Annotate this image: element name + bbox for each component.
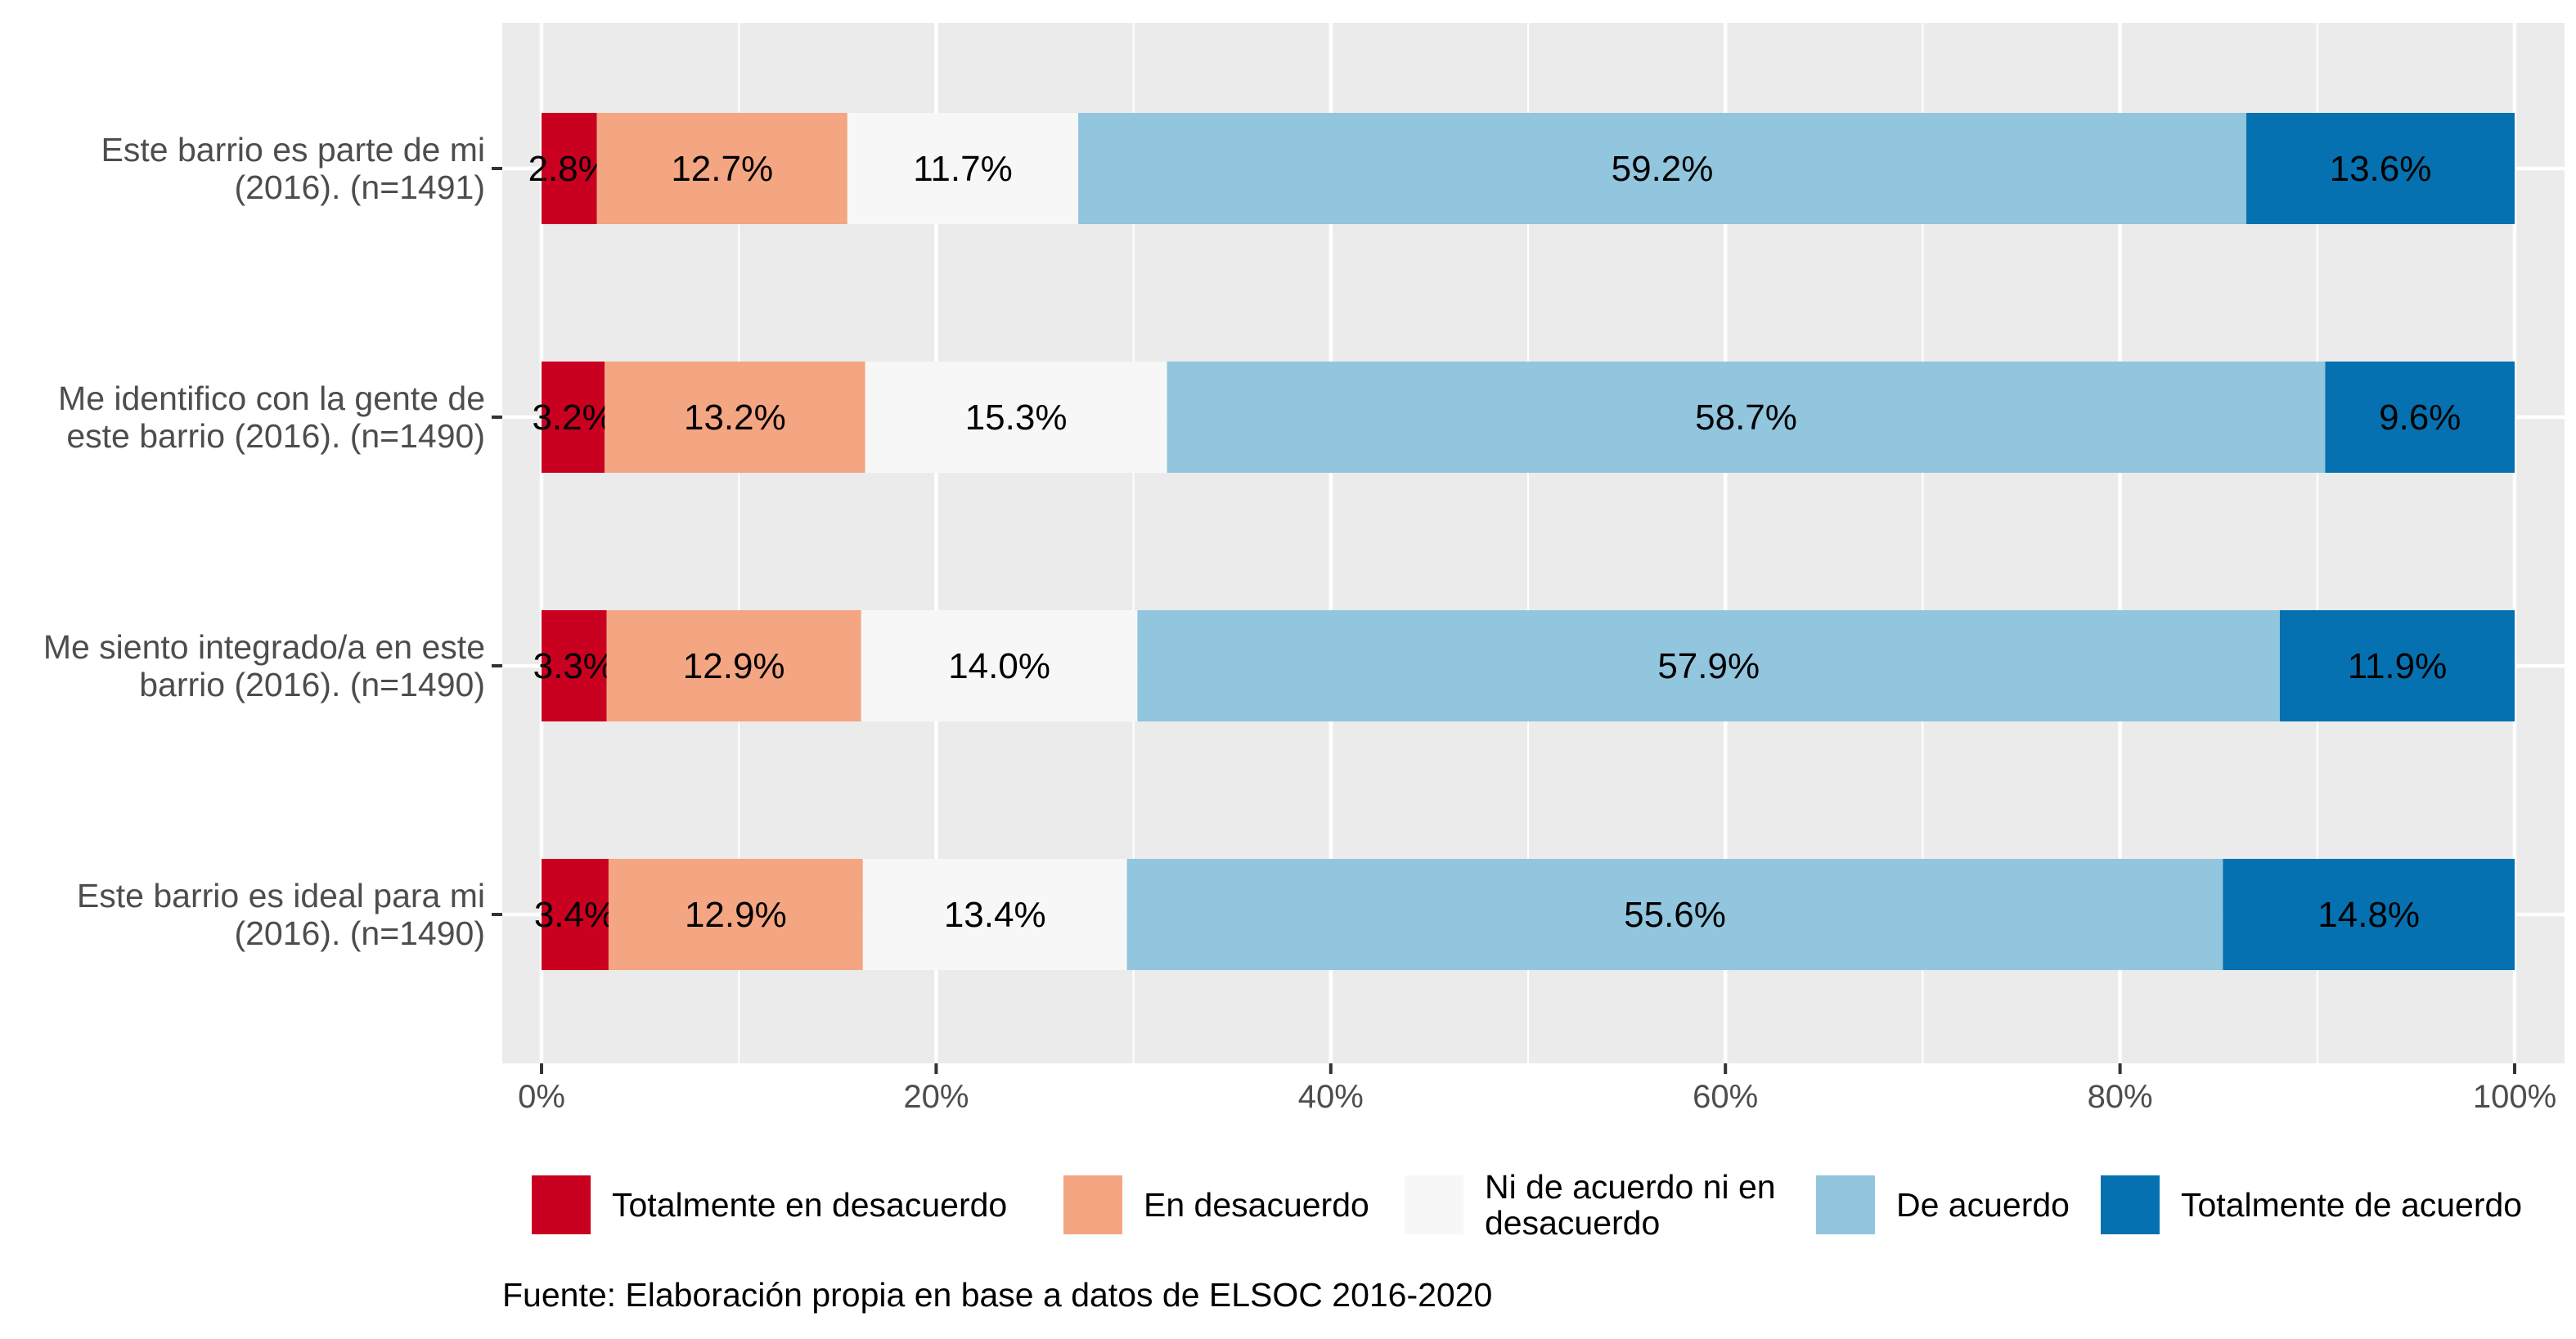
legend-item: Totalmente en desacuerdo: [532, 1175, 1007, 1234]
bar-segment: [542, 610, 607, 721]
bar-value-label: 59.2%: [1612, 149, 1714, 189]
x-tick-label: 60%: [1693, 1079, 1758, 1115]
legend-key: [1816, 1175, 1875, 1234]
bar-value-label: 3.4%: [534, 895, 616, 935]
legend-key: [1063, 1175, 1122, 1234]
bar-value-label: 58.7%: [1695, 398, 1797, 438]
bar-segment: [1137, 610, 2280, 721]
bar-value-label: 13.2%: [684, 398, 786, 438]
x-tick-label: 100%: [2473, 1079, 2556, 1115]
bar-value-label: 13.6%: [2330, 149, 2432, 189]
bar-value-label: 2.8%: [528, 149, 610, 189]
bar-value-label: 11.9%: [2348, 646, 2448, 686]
bar-segment: [862, 859, 1127, 970]
bar-segment: [542, 859, 609, 970]
bar-segment: [2223, 859, 2515, 970]
bar-value-label: 14.0%: [948, 646, 1050, 686]
bar-segment: [1126, 859, 2223, 970]
legend-item: De acuerdo: [1816, 1175, 2070, 1234]
y-axis-category-label: Me siento integrado/a en este barrio (201…: [43, 628, 485, 703]
bar-segment: [865, 362, 1167, 473]
legend: Totalmente en desacuerdo En desacuerdo Ni …: [532, 1168, 2522, 1242]
bar-row: 3.4% 12.9% 13.4% 55.6% 14.8%: [534, 859, 2515, 970]
bar-value-label: 14.8%: [2318, 895, 2420, 935]
bar-value-label: 12.7%: [671, 149, 773, 189]
legend-label: Totalmente de acuerdo: [2181, 1186, 2522, 1224]
legend-key: [2101, 1175, 2160, 1234]
bar-value-label: 11.7%: [913, 149, 1013, 189]
bar-segment: [1078, 113, 2246, 224]
legend-label: En desacuerdo: [1144, 1186, 1369, 1224]
y-axis-category-label: Me identifico con la gente de este barrio…: [58, 380, 485, 455]
x-tick-label: 0%: [518, 1079, 565, 1115]
legend-label: De acuerdo: [1896, 1186, 2070, 1224]
bar-segment: [542, 362, 605, 473]
bar-value-label: 3.2%: [532, 398, 614, 438]
x-tick-label: 20%: [903, 1079, 969, 1115]
bar-row: 3.2% 13.2% 15.3% 58.7% 9.6%: [532, 362, 2515, 473]
bar-segment: [861, 610, 1138, 721]
x-axis: 0% 20% 40% 60% 80% 100%: [518, 1063, 2556, 1115]
y-axis-labels: Este barrio es parte de mi (2016). (n=149…: [43, 131, 502, 952]
bar-row: 3.3% 12.9% 14.0% 57.9% 11.9%: [533, 610, 2515, 721]
bar-segment: [2325, 362, 2515, 473]
y-axis-category-label: Este barrio es ideal para mi (2016). (n=1…: [77, 877, 485, 952]
bar-segment: [542, 113, 597, 224]
bar-segment: [1167, 362, 2326, 473]
x-tick-label: 80%: [2088, 1079, 2153, 1115]
bar-value-label: 57.9%: [1657, 646, 1760, 686]
bar-segment: [847, 113, 1079, 224]
bar-segment: [606, 610, 861, 721]
bar-value-label: 13.4%: [944, 895, 1046, 935]
legend-label: Ni de acuerdo ni en desacuerdo: [1485, 1168, 1776, 1242]
legend-key: [532, 1175, 591, 1234]
bar-segment: [2246, 113, 2515, 224]
bar-value-label: 3.3%: [533, 646, 615, 686]
bars: 2.8% 12.7% 11.7% 59.2% 13.6% 3.2% 13.2% 15.3% 58…: [528, 113, 2515, 970]
bar-row: 2.8% 12.7% 11.7% 59.2% 13.6%: [528, 113, 2515, 224]
caption: Fuente: Elaboración propia en base a dat…: [502, 1276, 1492, 1314]
legend-item: Ni de acuerdo ni en desacuerdo: [1405, 1168, 1776, 1242]
legend-key: [1405, 1175, 1463, 1234]
bar-value-label: 12.9%: [683, 646, 785, 686]
x-tick-label: 40%: [1298, 1079, 1364, 1115]
bar-value-label: 55.6%: [1624, 895, 1726, 935]
bar-segment: [605, 362, 865, 473]
bar-segment: [2279, 610, 2515, 721]
y-axis-category-label: Este barrio es parte de mi (2016). (n=149…: [101, 131, 485, 206]
bar-value-label: 12.9%: [685, 895, 787, 935]
bar-value-label: 9.6%: [2379, 398, 2461, 438]
legend-label: Totalmente en desacuerdo: [612, 1186, 1007, 1224]
legend-item: Totalmente de acuerdo: [2101, 1175, 2522, 1234]
bar-segment: [608, 859, 863, 970]
bar-segment: [596, 113, 847, 224]
legend-item: En desacuerdo: [1063, 1175, 1369, 1234]
bar-value-label: 15.3%: [965, 398, 1068, 438]
